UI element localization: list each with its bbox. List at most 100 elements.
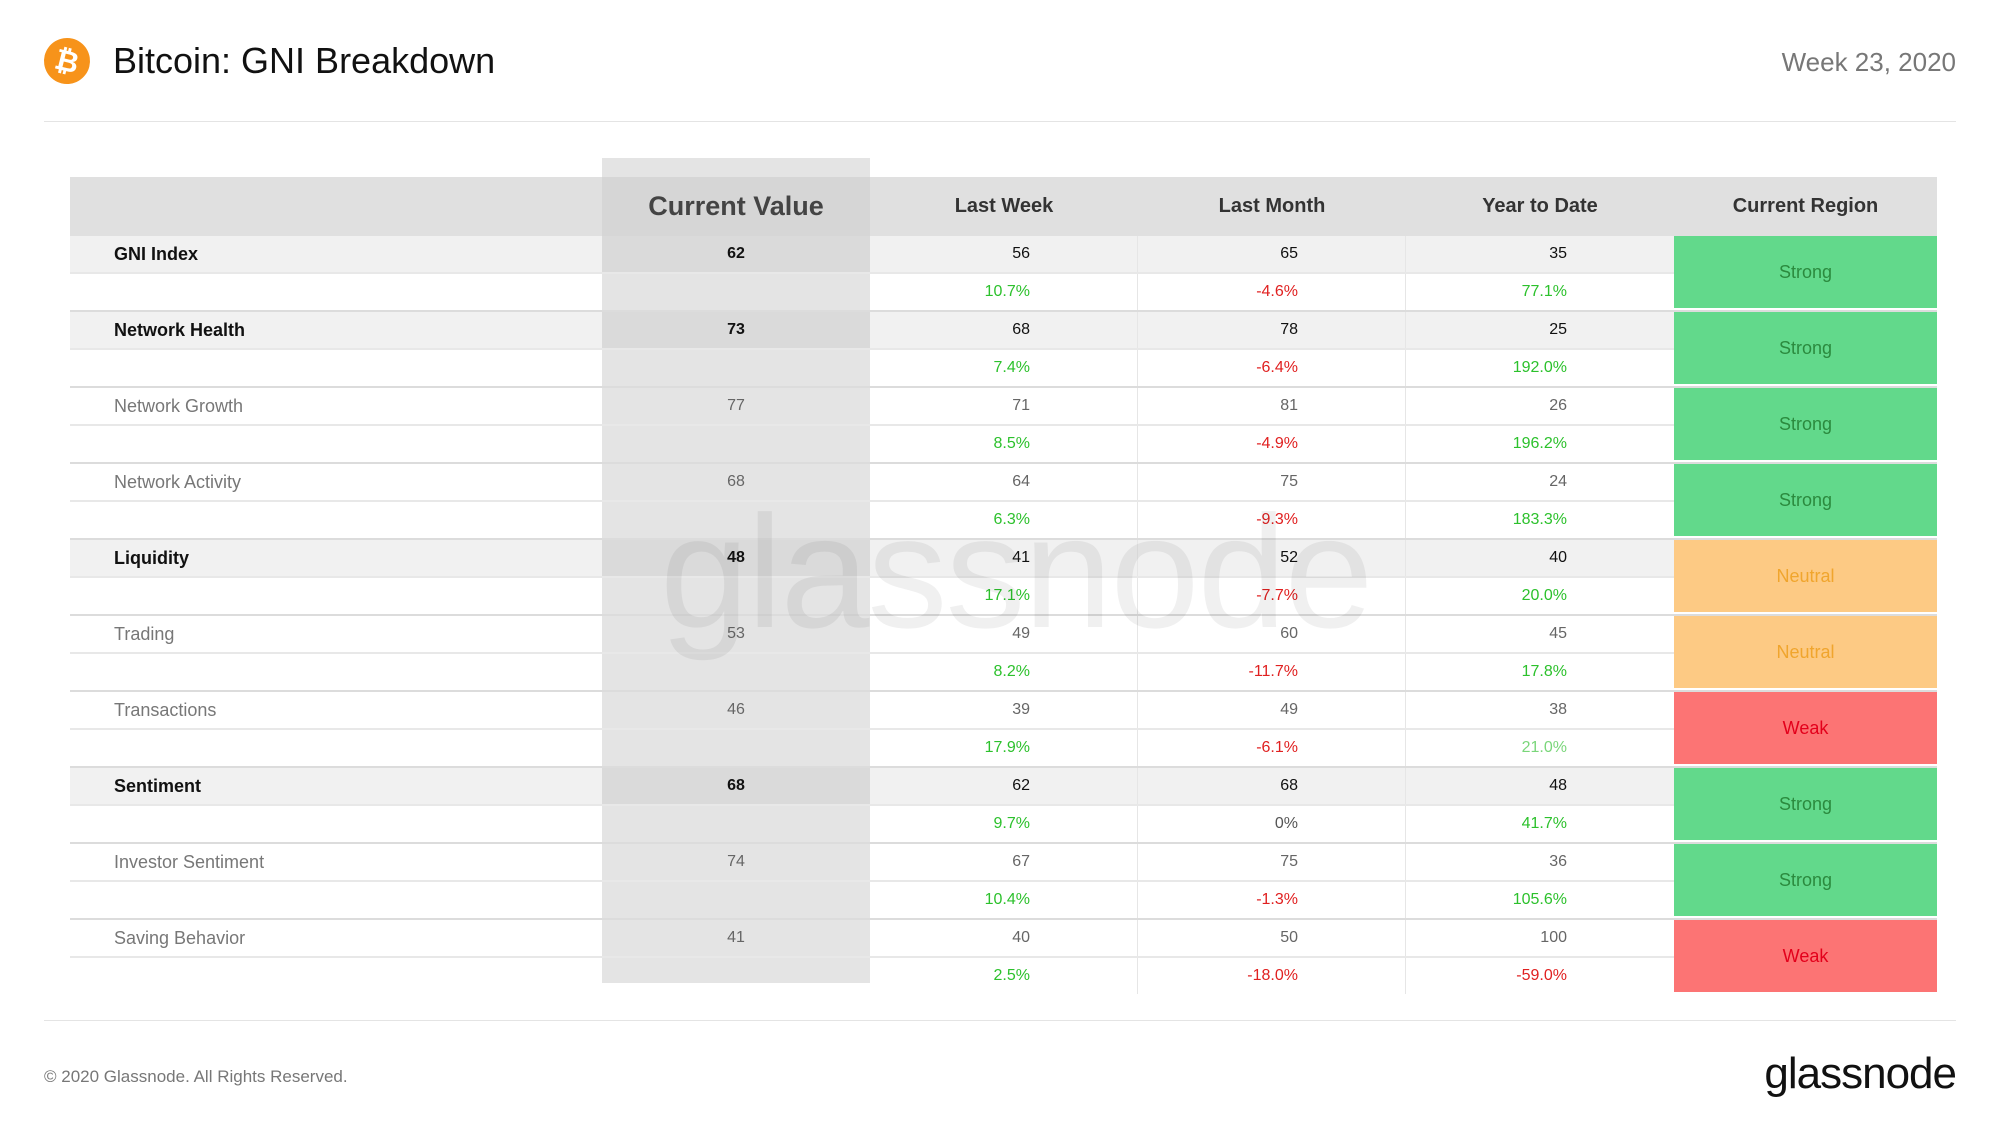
ytd-value: 36 bbox=[1549, 853, 1567, 870]
region-badge: Strong bbox=[1674, 388, 1937, 462]
last-week-change: 2.5% bbox=[870, 958, 1138, 994]
row-name: Investor Sentiment bbox=[114, 852, 265, 872]
row-name: Saving Behavior bbox=[114, 928, 246, 948]
row-name: Transactions bbox=[114, 700, 217, 720]
ytd-change: 196.2% bbox=[1512, 435, 1567, 452]
page-title: Bitcoin: GNI Breakdown bbox=[113, 40, 496, 81]
last-week-change: 8.5% bbox=[870, 426, 1138, 462]
last-week-value: 64 bbox=[870, 464, 1138, 500]
current-value: 68 bbox=[602, 768, 870, 804]
table-row: Network Health 73 68 78 25 7.4% -6.4% 192.0% Str… bbox=[70, 310, 1937, 386]
row-name: Liquidity bbox=[114, 548, 189, 568]
last-week-change: 6.3% bbox=[870, 502, 1138, 538]
row-name: Network Health bbox=[114, 320, 246, 340]
last-month-change: -11.7% bbox=[1138, 654, 1406, 690]
ytd-value: 25 bbox=[1549, 321, 1567, 338]
last-month-change: -9.3% bbox=[1138, 502, 1406, 538]
last-month-value: 78 bbox=[1138, 312, 1406, 348]
ytd-change: 21.0% bbox=[1521, 739, 1567, 756]
column-header-current-value: Current Value bbox=[602, 177, 870, 236]
last-week-change: 17.1% bbox=[870, 578, 1138, 614]
last-week-value: 62 bbox=[870, 768, 1138, 804]
column-header-name bbox=[70, 177, 602, 236]
region-badge: Strong bbox=[1674, 236, 1937, 310]
column-header-current-region: Current Region bbox=[1732, 195, 1879, 217]
row-name: Sentiment bbox=[114, 776, 202, 796]
column-header-year-to-date: Year to Date bbox=[1482, 195, 1598, 217]
last-week-change: 17.9% bbox=[870, 730, 1138, 766]
glassnode-logo: glassnode bbox=[1764, 1049, 1957, 1098]
last-week-value: 49 bbox=[870, 616, 1138, 652]
row-name: GNI Index bbox=[114, 244, 199, 264]
last-week-value: 56 bbox=[870, 236, 1138, 272]
last-month-change: -6.4% bbox=[1138, 350, 1406, 386]
table-row: Sentiment 68 62 68 48 9.7% 0% 41.7% Strong bbox=[70, 766, 1937, 842]
last-month-value: 65 bbox=[1138, 236, 1406, 272]
last-month-change: 0% bbox=[1138, 806, 1406, 842]
week-label: Week 23, 2020 bbox=[1781, 47, 1956, 77]
current-value: 53 bbox=[727, 625, 745, 642]
copyright-text: © 2020 Glassnode. All Rights Reserved. bbox=[44, 1067, 348, 1086]
last-month-value: 52 bbox=[1138, 540, 1406, 576]
last-week-value: 71 bbox=[870, 388, 1138, 424]
current-value: 74 bbox=[727, 853, 745, 870]
table-row: Transactions 46 39 49 38 17.9% -6.1% 21.0% Weak bbox=[70, 690, 1937, 766]
region-badge: Weak bbox=[1674, 692, 1937, 766]
current-value: 46 bbox=[727, 701, 745, 718]
last-week-change: 7.4% bbox=[870, 350, 1138, 386]
table-row: Saving Behavior 41 40 50 100 2.5% -18.0% -59.0%… bbox=[70, 918, 1937, 994]
page-header: ₿ Bitcoin: GNI Breakdown Week 23, 2020 bbox=[39, 0, 1956, 122]
last-week-value: 68 bbox=[870, 312, 1138, 348]
last-month-value: 75 bbox=[1138, 844, 1406, 880]
current-value: 41 bbox=[727, 929, 745, 946]
ytd-change: 41.7% bbox=[1521, 815, 1567, 832]
current-value: 73 bbox=[602, 312, 870, 348]
row-name: Trading bbox=[114, 624, 175, 644]
ytd-change: 192.0% bbox=[1512, 359, 1567, 376]
last-month-value: 75 bbox=[1138, 464, 1406, 500]
page-footer: © 2020 Glassnode. All Rights Reserved. g… bbox=[44, 1020, 1957, 1101]
table-row: Network Growth 77 71 81 26 8.5% -4.9% 196.2% Str… bbox=[70, 386, 1937, 462]
column-header-last-week: Last Week bbox=[954, 195, 1054, 217]
table-row: Liquidity 48 41 52 40 17.1% -7.7% 20.0% Neutral bbox=[70, 538, 1937, 614]
last-week-change: 9.7% bbox=[870, 806, 1138, 842]
table-row: Trading 53 49 60 45 8.2% -11.7% 17.8% Neutral bbox=[70, 614, 1937, 690]
last-month-change: -7.7% bbox=[1138, 578, 1406, 614]
last-month-value: 81 bbox=[1138, 388, 1406, 424]
last-week-change: 8.2% bbox=[870, 654, 1138, 690]
region-badge: Strong bbox=[1674, 844, 1937, 918]
current-value: 48 bbox=[602, 540, 870, 576]
last-month-value: 68 bbox=[1138, 768, 1406, 804]
ytd-value: 38 bbox=[1549, 701, 1567, 718]
last-week-value: 39 bbox=[870, 692, 1138, 728]
ytd-change: 17.8% bbox=[1521, 663, 1567, 680]
table-row: GNI Index 62 56 65 35 10.7% -4.6% 77.1% Strong bbox=[70, 236, 1937, 310]
bitcoin-logo-icon: ₿ bbox=[39, 33, 95, 89]
last-month-change: -1.3% bbox=[1138, 882, 1406, 918]
region-badge: Neutral bbox=[1674, 540, 1937, 614]
ytd-value: 26 bbox=[1549, 397, 1567, 414]
ytd-value: 35 bbox=[1549, 245, 1567, 262]
gni-breakdown-table: Current Value Last Week Last Month Year … bbox=[70, 158, 1937, 994]
ytd-change: 77.1% bbox=[1521, 283, 1567, 300]
ytd-change: 183.3% bbox=[1512, 511, 1567, 528]
row-name: Network Growth bbox=[114, 396, 244, 416]
ytd-change: -59.0% bbox=[1516, 967, 1567, 984]
ytd-value: 100 bbox=[1540, 929, 1567, 946]
ytd-value: 24 bbox=[1549, 473, 1567, 490]
table-row: Investor Sentiment 74 67 75 36 10.4% -1.3% 105.… bbox=[70, 842, 1937, 918]
table-row: Network Activity 68 64 75 24 6.3% -9.3% 183.3% S… bbox=[70, 462, 1937, 538]
region-badge: Strong bbox=[1674, 464, 1937, 538]
last-week-value: 41 bbox=[870, 540, 1138, 576]
last-week-change: 10.7% bbox=[870, 274, 1138, 310]
region-badge: Strong bbox=[1674, 312, 1937, 386]
ytd-change: 20.0% bbox=[1521, 587, 1567, 604]
row-name: Network Activity bbox=[114, 472, 242, 492]
ytd-value: 48 bbox=[1549, 777, 1567, 794]
last-month-change: -4.6% bbox=[1138, 274, 1406, 310]
last-month-change: -4.9% bbox=[1138, 426, 1406, 462]
last-month-value: 60 bbox=[1138, 616, 1406, 652]
table-body: GNI Index 62 56 65 35 10.7% -4.6% 77.1% Strong Ne… bbox=[70, 236, 1937, 994]
ytd-change: 105.6% bbox=[1512, 891, 1567, 908]
last-week-value: 40 bbox=[870, 920, 1138, 956]
